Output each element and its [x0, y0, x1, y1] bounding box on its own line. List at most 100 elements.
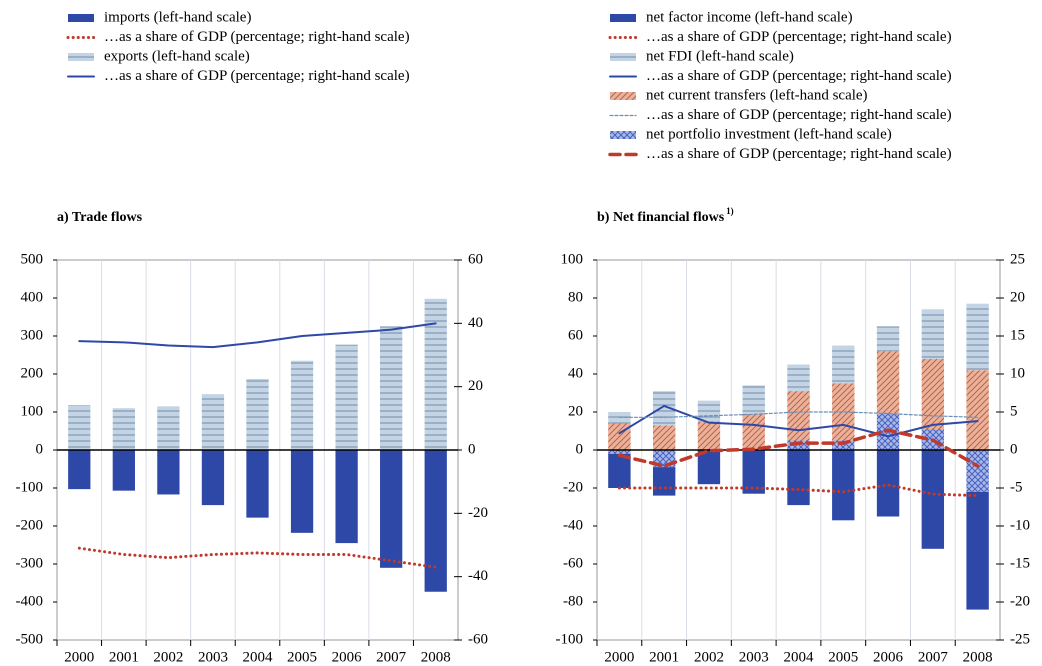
bar: [246, 378, 269, 450]
y-tick-label: 100: [561, 251, 584, 267]
legend-swatch: [68, 53, 94, 61]
bar: [290, 450, 314, 533]
legend-label: net FDI (left-hand scale): [646, 48, 794, 64]
legend-swatch: [610, 53, 636, 61]
x-tick-label: 2007: [376, 649, 407, 665]
bar: [966, 491, 989, 610]
legend-swatch: [610, 131, 636, 139]
bar: [608, 453, 631, 488]
y-tick-label: 20: [568, 403, 583, 419]
x-tick-label: 2008: [963, 649, 993, 665]
bar: [380, 326, 403, 450]
x-tick-label: 2004: [784, 649, 815, 665]
title-note: 1): [726, 206, 734, 216]
y2-tick-label: -15: [1010, 555, 1030, 571]
x-tick-label: 2002: [694, 649, 724, 665]
bar: [742, 413, 765, 450]
legend-label: …as a share of GDP (percentage; right-ha…: [646, 146, 952, 162]
line: [78, 322, 437, 349]
y-tick-label: -400: [16, 593, 44, 609]
bar: [787, 391, 810, 441]
y-tick-label: -100: [556, 631, 584, 647]
y2-tick-label: -10: [1010, 517, 1030, 533]
x-tick-label: 2006: [332, 649, 363, 665]
bar: [832, 440, 855, 450]
x-tick-label: 2001: [649, 649, 679, 665]
y2-tick-label: 60: [468, 251, 483, 267]
legend-label: …as a share of GDP (percentage; right-ha…: [646, 107, 952, 123]
x-tick-label: 2001: [109, 649, 139, 665]
bar: [966, 450, 989, 492]
x-tick-label: 2003: [739, 649, 769, 665]
bar: [921, 358, 945, 430]
y2-tick-label: 5: [1010, 403, 1018, 419]
y2-tick-label: -20: [468, 505, 488, 521]
y-tick-label: 40: [568, 365, 583, 381]
bar: [157, 450, 180, 495]
y-tick-label: -80: [563, 593, 583, 609]
bar: [157, 406, 180, 450]
legend-label: net factor income (left-hand scale): [646, 9, 853, 25]
y-tick-label: 80: [568, 289, 583, 305]
y2-tick-label: 40: [468, 315, 483, 331]
y-tick-label: -20: [563, 479, 583, 495]
y2-tick-label: 20: [1010, 289, 1025, 305]
bar: [697, 450, 721, 485]
y2-tick-label: 20: [468, 378, 483, 394]
bar: [787, 364, 810, 392]
bar: [68, 450, 91, 490]
y-tick-label: 300: [21, 327, 44, 343]
y-tick-label: -40: [563, 517, 583, 533]
bar: [652, 467, 676, 496]
bar: [921, 309, 945, 359]
x-tick-label: 2005: [828, 649, 858, 665]
y-tick-label: 400: [21, 289, 44, 305]
x-tick-label: 2000: [604, 649, 634, 665]
bar: [742, 450, 765, 494]
y2-tick-label: -5: [1010, 479, 1023, 495]
y-tick-label: 100: [21, 403, 44, 419]
x-tick-label: 2000: [64, 649, 94, 665]
bar: [68, 405, 91, 450]
legend-label: imports (left-hand scale): [104, 9, 251, 25]
line: [618, 404, 979, 438]
bar: [832, 450, 855, 521]
bar: [921, 450, 945, 549]
y-tick-label: 500: [21, 251, 44, 267]
legend-label: …as a share of GDP (percentage; right-ha…: [646, 29, 952, 45]
bar: [608, 450, 631, 454]
line: [77, 546, 438, 569]
y-tick-label: -200: [16, 517, 44, 533]
y-tick-label: 0: [576, 441, 584, 457]
y-tick-label: 200: [21, 365, 44, 381]
legend-swatch: [610, 92, 636, 100]
bar: [876, 326, 900, 352]
bar: [742, 385, 765, 414]
line: [617, 483, 980, 498]
y2-tick-label: 10: [1010, 365, 1025, 381]
bar: [380, 450, 403, 568]
x-tick-label: 2004: [243, 649, 274, 665]
y2-tick-label: 0: [1010, 441, 1018, 457]
y2-tick-label: -40: [468, 568, 488, 584]
chart-title: b) Net financial flows 1): [597, 206, 734, 225]
bar: [424, 298, 447, 450]
legend-swatch: [68, 14, 94, 22]
y2-tick-label: 0: [468, 441, 476, 457]
y2-tick-label: 25: [1010, 251, 1025, 267]
bar: [335, 450, 358, 544]
legend-label: exports (left-hand scale): [104, 48, 250, 64]
legend-label: net current transfers (left-hand scale): [646, 87, 868, 103]
y2-tick-label: -20: [1010, 593, 1030, 609]
chart-title: a) Trade flows: [57, 210, 143, 225]
x-tick-label: 2007: [918, 649, 949, 665]
bar: [246, 450, 269, 518]
bar: [876, 450, 900, 517]
y-tick-label: 0: [36, 441, 44, 457]
line: [617, 428, 980, 468]
bar: [652, 425, 676, 450]
y-tick-label: -300: [16, 555, 44, 571]
x-tick-label: 2003: [198, 649, 228, 665]
legend-label: net portfolio investment (left-hand scal…: [646, 126, 892, 142]
x-tick-label: 2005: [287, 649, 317, 665]
